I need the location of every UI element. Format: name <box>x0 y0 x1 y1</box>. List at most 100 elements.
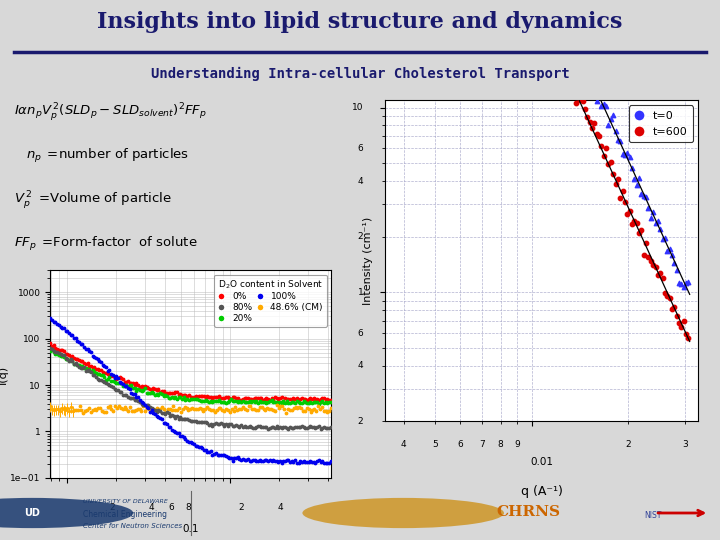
Point <box>45 314 56 322</box>
Point <box>251 397 262 406</box>
Point <box>50 318 61 327</box>
Point <box>289 399 301 408</box>
Point <box>229 422 240 430</box>
Point <box>266 394 277 403</box>
Point <box>249 398 261 407</box>
Point <box>176 432 188 441</box>
Point <box>303 399 315 408</box>
Point <box>219 397 230 406</box>
Point <box>325 403 337 412</box>
Text: UNIVERSITY OF DELAWARE: UNIVERSITY OF DELAWARE <box>83 498 168 504</box>
Point <box>240 456 252 464</box>
Point <box>45 346 56 355</box>
Point <box>267 406 279 414</box>
Point <box>203 404 215 413</box>
Point <box>202 403 213 411</box>
Point <box>273 400 284 408</box>
Point <box>70 354 81 363</box>
Point <box>323 395 335 404</box>
t=0 <box>634 174 645 183</box>
Point <box>276 458 287 467</box>
Point <box>150 404 162 413</box>
Point <box>296 458 307 467</box>
Point <box>274 422 286 431</box>
t=0 <box>617 150 629 158</box>
Point <box>166 388 178 397</box>
Text: 9: 9 <box>514 441 520 449</box>
Point <box>226 404 238 413</box>
Point <box>305 397 316 406</box>
Point <box>275 402 287 410</box>
t=600 <box>657 273 668 282</box>
Point <box>149 391 161 400</box>
t=0 <box>647 207 659 216</box>
Point <box>230 403 241 411</box>
t=600 <box>664 294 675 303</box>
Point <box>215 397 227 406</box>
Point <box>210 449 222 457</box>
Point <box>186 394 198 402</box>
Point <box>72 336 84 345</box>
t=0 <box>608 111 619 119</box>
Point <box>132 396 144 405</box>
Point <box>252 405 264 414</box>
Point <box>235 397 247 406</box>
Point <box>104 402 115 411</box>
Point <box>60 349 71 358</box>
Point <box>174 403 185 412</box>
Point <box>159 389 171 397</box>
Point <box>291 423 302 431</box>
Point <box>141 401 153 409</box>
Point <box>175 390 186 399</box>
Point <box>82 359 94 368</box>
Point <box>77 362 89 370</box>
Point <box>259 456 271 464</box>
t=600 <box>608 170 619 179</box>
Point <box>264 396 276 405</box>
Point <box>122 392 134 401</box>
Point <box>177 405 189 414</box>
Point <box>72 406 84 414</box>
t=0 <box>673 278 685 287</box>
Point <box>291 394 302 402</box>
Point <box>202 392 213 400</box>
Point <box>248 405 260 414</box>
Point <box>121 382 132 390</box>
Point <box>249 423 261 432</box>
Point <box>68 333 80 342</box>
Point <box>288 394 300 402</box>
t=0 <box>636 190 647 198</box>
Point <box>220 399 232 407</box>
Point <box>192 418 203 427</box>
Point <box>181 392 193 401</box>
Point <box>60 326 71 335</box>
Point <box>203 447 215 456</box>
Text: q (A⁻¹): q (A⁻¹) <box>521 485 563 498</box>
Point <box>320 458 331 467</box>
Point <box>235 456 247 464</box>
t=0 <box>660 234 671 242</box>
Point <box>245 402 256 410</box>
Point <box>300 395 311 404</box>
Text: 5: 5 <box>432 441 438 449</box>
Point <box>322 458 333 467</box>
Point <box>306 399 318 407</box>
Point <box>55 352 66 360</box>
Point <box>233 405 245 414</box>
t=0 <box>624 152 636 161</box>
Point <box>217 405 228 414</box>
Point <box>262 425 274 434</box>
Point <box>148 389 159 397</box>
t=0 <box>586 79 598 87</box>
Point <box>273 423 284 432</box>
Point <box>171 394 183 403</box>
Point <box>281 456 292 464</box>
Point <box>273 394 284 403</box>
Point <box>72 355 84 363</box>
t=0 <box>654 225 666 234</box>
Point <box>292 403 303 412</box>
Point <box>190 442 202 450</box>
Point <box>296 394 307 402</box>
Point <box>144 384 156 393</box>
Point <box>249 456 261 464</box>
